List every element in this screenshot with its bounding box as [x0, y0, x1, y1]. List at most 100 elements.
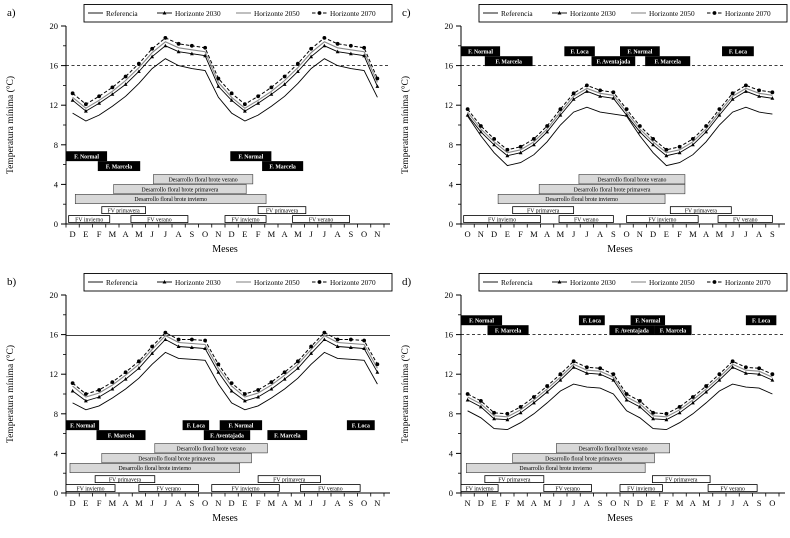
data-point-triangle: [282, 82, 287, 86]
x-tick-label: A: [282, 498, 289, 508]
legend-label: Horizonte 2050: [254, 9, 300, 18]
stage-box-rect: [262, 161, 304, 172]
stage-box-label: F. Marcela: [106, 164, 133, 170]
data-point-circle: [136, 61, 141, 66]
stage-box-label: FV invierno: [627, 486, 655, 492]
stage-box-label: FV verano: [733, 217, 758, 223]
data-point-circle: [465, 392, 470, 396]
stage-box-rect: [96, 430, 146, 441]
data-point-circle: [637, 399, 642, 403]
panel-a: a) 0 4 8 12 16 20 Temperatura mínima (°C) D E F M A M…: [0, 0, 395, 269]
x-tick-label: A: [531, 498, 538, 508]
legend-label: Horizonte 2050: [649, 278, 695, 287]
data-point-circle: [757, 366, 762, 371]
data-point-triangle: [269, 92, 274, 96]
stage-box-rect: [461, 315, 503, 326]
stage-box-label: FV primavera: [273, 477, 306, 483]
stage-box-label: Desarrollo floral brote invierno: [545, 196, 618, 203]
data-point-circle: [229, 381, 234, 386]
stage-box-label: FV verano: [574, 217, 599, 223]
data-point-triangle: [203, 53, 208, 58]
stage-box-label: F. Normal: [70, 423, 95, 429]
data-point-circle: [295, 359, 300, 364]
data-point-triangle: [598, 94, 603, 98]
panel-b: b) 0 4 8 12 16 20 Temperatura mínima (°C) D E F M A M…: [0, 269, 395, 538]
stage-box-gray: Desarrollo floral brote invierno: [74, 194, 267, 205]
stage-box-rect: [211, 484, 280, 492]
stage-box-black: F. Aventajada: [203, 430, 251, 441]
data-point-circle: [70, 91, 75, 96]
stage-box-label: Desarrollo floral brote verano: [169, 176, 238, 183]
stage-box-label: F. Marcela: [660, 328, 687, 334]
stage-box-black: F. Marcela: [96, 430, 146, 441]
stage-box-black: F. Normal: [461, 315, 503, 326]
data-point-circle: [110, 85, 115, 90]
data-point-triangle: [348, 51, 353, 56]
stage-box-gray: Desarrollo floral brote invierno: [466, 463, 646, 474]
data-point-triangle: [743, 371, 748, 375]
x-tick-label: J: [731, 229, 735, 239]
data-point-triangle: [150, 351, 155, 355]
stage-box-rect: [101, 453, 252, 464]
x-tick-label: M: [530, 229, 538, 239]
legend-label: Horizonte 2070: [725, 9, 771, 18]
x-tick-label: J: [309, 229, 313, 239]
stage-box-label: FV invierno: [231, 486, 259, 492]
data-point-circle: [70, 381, 75, 386]
x-tick-label: M: [135, 229, 143, 239]
x-tick-label: A: [176, 229, 183, 239]
data-point-triangle: [309, 54, 314, 59]
data-point-circle: [150, 46, 155, 51]
stage-box-rect: [69, 463, 240, 474]
stage-box-black: F. Aventajada: [609, 325, 655, 336]
data-point-circle: [664, 411, 669, 416]
data-point-triangle: [176, 49, 181, 54]
stage-box-black: F. Marcela: [487, 325, 529, 336]
data-point-triangle: [123, 82, 128, 86]
stage-box-label: F. Normal: [635, 318, 660, 324]
x-tick-label: S: [598, 498, 603, 508]
y-tick-label: 20: [445, 21, 454, 31]
data-point-triangle: [545, 129, 550, 134]
stage-box-black: F. Aventajada: [591, 56, 636, 67]
data-point-circle: [598, 88, 603, 93]
stage-box-rect: [556, 443, 670, 454]
stage-box-label: Desarrollo floral brote invierno: [519, 465, 592, 472]
x-tick-label: E: [83, 229, 88, 239]
legend: Referencia Horizonte 2030 Horizonte 2050 Ho…: [83, 4, 393, 23]
stage-box-black: F. Normal: [219, 420, 263, 431]
series-line-horizonte-2050: [72, 334, 378, 398]
stage-box-label: FV primavera: [109, 477, 142, 483]
stage-box-rect: [267, 430, 308, 441]
legend-label: Horizonte 2030: [175, 9, 221, 18]
series-line-horizonte-2050: [467, 363, 773, 418]
x-tick-label: N: [637, 229, 643, 239]
data-point-circle: [651, 136, 656, 141]
x-tick-label: D: [70, 229, 76, 239]
data-point-triangle: [70, 98, 75, 102]
data-point-circle: [83, 392, 88, 396]
stage-box-rect: [68, 215, 111, 223]
series-line-referencia: [72, 351, 378, 411]
data-point-circle: [282, 74, 287, 79]
series-line-referencia: [72, 58, 378, 122]
x-tick-label: A: [690, 498, 697, 508]
data-point-circle: [309, 344, 314, 349]
data-point-triangle: [229, 98, 234, 102]
y-axis-title: Temperatura mínima (°C): [400, 76, 411, 174]
x-tick-label: N: [374, 229, 380, 239]
stage-box-white: FV invierno: [626, 215, 699, 223]
x-tick-label: J: [744, 229, 748, 239]
stage-box-black: F. Marcela: [97, 161, 141, 172]
x-tick-label: M: [109, 229, 117, 239]
data-point-circle: [704, 124, 709, 128]
data-point-triangle: [664, 153, 669, 158]
stage-box-rect: [230, 151, 272, 162]
stage-box-label: Desarrollo floral brote primavera: [545, 455, 622, 462]
data-point-triangle: [162, 10, 167, 15]
panel-letter: c): [402, 7, 411, 19]
stage-box-gray: Desarrollo floral brote verano: [153, 174, 254, 185]
x-tick-label: F: [256, 498, 261, 508]
data-point-circle: [584, 83, 589, 88]
